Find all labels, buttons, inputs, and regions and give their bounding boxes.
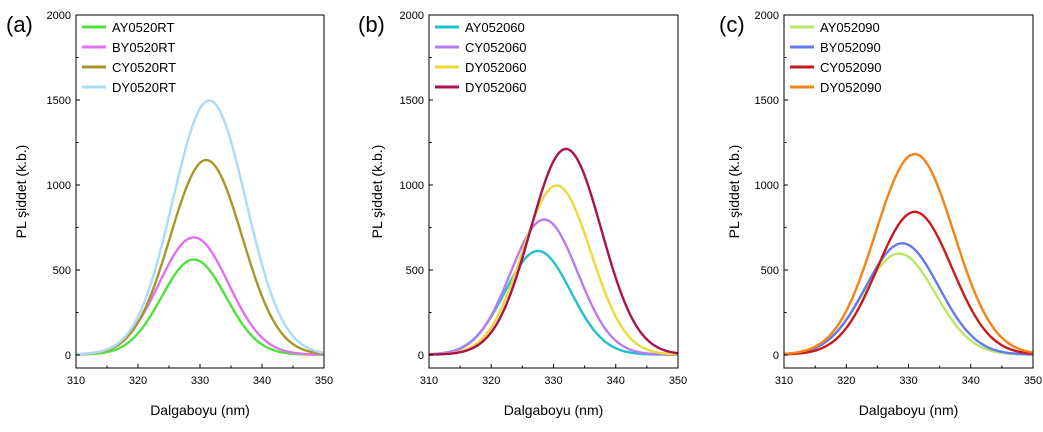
x-tick-label: 330 [191, 375, 209, 387]
y-tick-label: 2000 [755, 10, 779, 22]
chart-panel-1: (a) 0 500 1000 1500 2000 310 320 330 340 350 Dalgab… [6, 10, 333, 418]
x-tick-label: 340 [253, 375, 271, 387]
x-tick-label: 320 [837, 375, 855, 387]
legend-label: AY052060 [465, 20, 525, 35]
series-line-ay052090 [783, 252, 1034, 356]
series-line-cy0520rt [75, 158, 325, 356]
y-axis-label: PL şiddet (k.b.) [369, 145, 385, 239]
y-tick-label: 500 [53, 265, 71, 277]
y-tick-label: 1500 [47, 95, 71, 107]
y-tick-label: 500 [761, 265, 779, 277]
x-axis-label: Dalgaboyu (nm) [504, 402, 604, 418]
chart-panel-2: (b) 0 500 1000 1500 2000 310 320 330 340 350 Dalgab… [358, 10, 687, 418]
y-tick-label: 0 [65, 350, 71, 362]
y-axis-label: PL şiddet (k.b.) [13, 145, 29, 239]
y-axis-label: PL şiddet (k.b.) [726, 145, 742, 239]
x-axis-label: Dalgaboyu (nm) [150, 402, 250, 418]
series-line-by0520rt [75, 236, 325, 356]
y-tick-label: 0 [773, 350, 779, 362]
y-tick-label: 0 [418, 350, 424, 362]
series-line-dy052060 [428, 147, 679, 356]
y-tick-label: 2000 [47, 10, 71, 22]
y-tick-label: 1500 [400, 95, 424, 107]
legend-label: DY052060 [465, 60, 526, 75]
series-line-dy0520rt [75, 99, 325, 356]
x-tick-label: 340 [607, 375, 625, 387]
legend-label: AY0520RT [112, 20, 174, 35]
x-tick-label: 310 [420, 375, 438, 387]
x-tick-label: 320 [129, 375, 147, 387]
x-tick-label: 340 [962, 375, 980, 387]
x-tick-label: 320 [482, 375, 500, 387]
panel-label: (a) [6, 12, 33, 37]
series-line-ay0520rt [75, 258, 324, 356]
series-line-cy052060 [428, 218, 679, 356]
y-tick-label: 500 [406, 265, 424, 277]
x-axis-label: Dalgaboyu (nm) [859, 402, 959, 418]
y-tick-label: 1000 [47, 180, 71, 192]
legend-label: CY052090 [820, 60, 881, 75]
panel-label: (c) [719, 12, 745, 37]
x-tick-label: 350 [315, 375, 333, 387]
legend: AY0520RT BY0520RT CY0520RT DY0520RT [82, 20, 176, 95]
legend-label: DY0520RT [112, 80, 176, 95]
legend-label: CY0520RT [112, 60, 176, 75]
series-line-dy052090 [783, 152, 1034, 356]
legend-label: DY052060 [465, 80, 526, 95]
x-tick-label: 330 [544, 375, 562, 387]
legend: AY052090 BY052090 CY052090 DY052090 [790, 20, 881, 95]
x-tick-label: 310 [775, 375, 793, 387]
legend-label: BY0520RT [112, 40, 175, 55]
x-tick-label: 350 [1024, 375, 1042, 387]
panel-label: (b) [358, 12, 385, 37]
legend-label: BY052090 [820, 40, 881, 55]
y-tick-label: 1000 [755, 180, 779, 192]
y-tick-label: 2000 [400, 10, 424, 22]
x-tick-label: 350 [669, 375, 687, 387]
y-tick-label: 1500 [755, 95, 779, 107]
x-tick-label: 330 [899, 375, 917, 387]
x-tick-label: 310 [67, 375, 85, 387]
series-line-ay052060 [428, 249, 678, 356]
series-line-by052090 [783, 242, 1034, 356]
legend-label: CY052060 [465, 40, 526, 55]
legend: AY052060 CY052060 DY052060 DY052060 [435, 20, 526, 95]
chart-panel-3: (c) 0 500 1000 1500 2000 310 320 330 340 350 Dalgab… [719, 10, 1042, 418]
series-line-cy052090 [783, 210, 1034, 356]
series-line-dy052060 [428, 184, 679, 356]
legend-label: DY052090 [820, 80, 881, 95]
legend-label: AY052090 [820, 20, 880, 35]
y-tick-label: 1000 [400, 180, 424, 192]
